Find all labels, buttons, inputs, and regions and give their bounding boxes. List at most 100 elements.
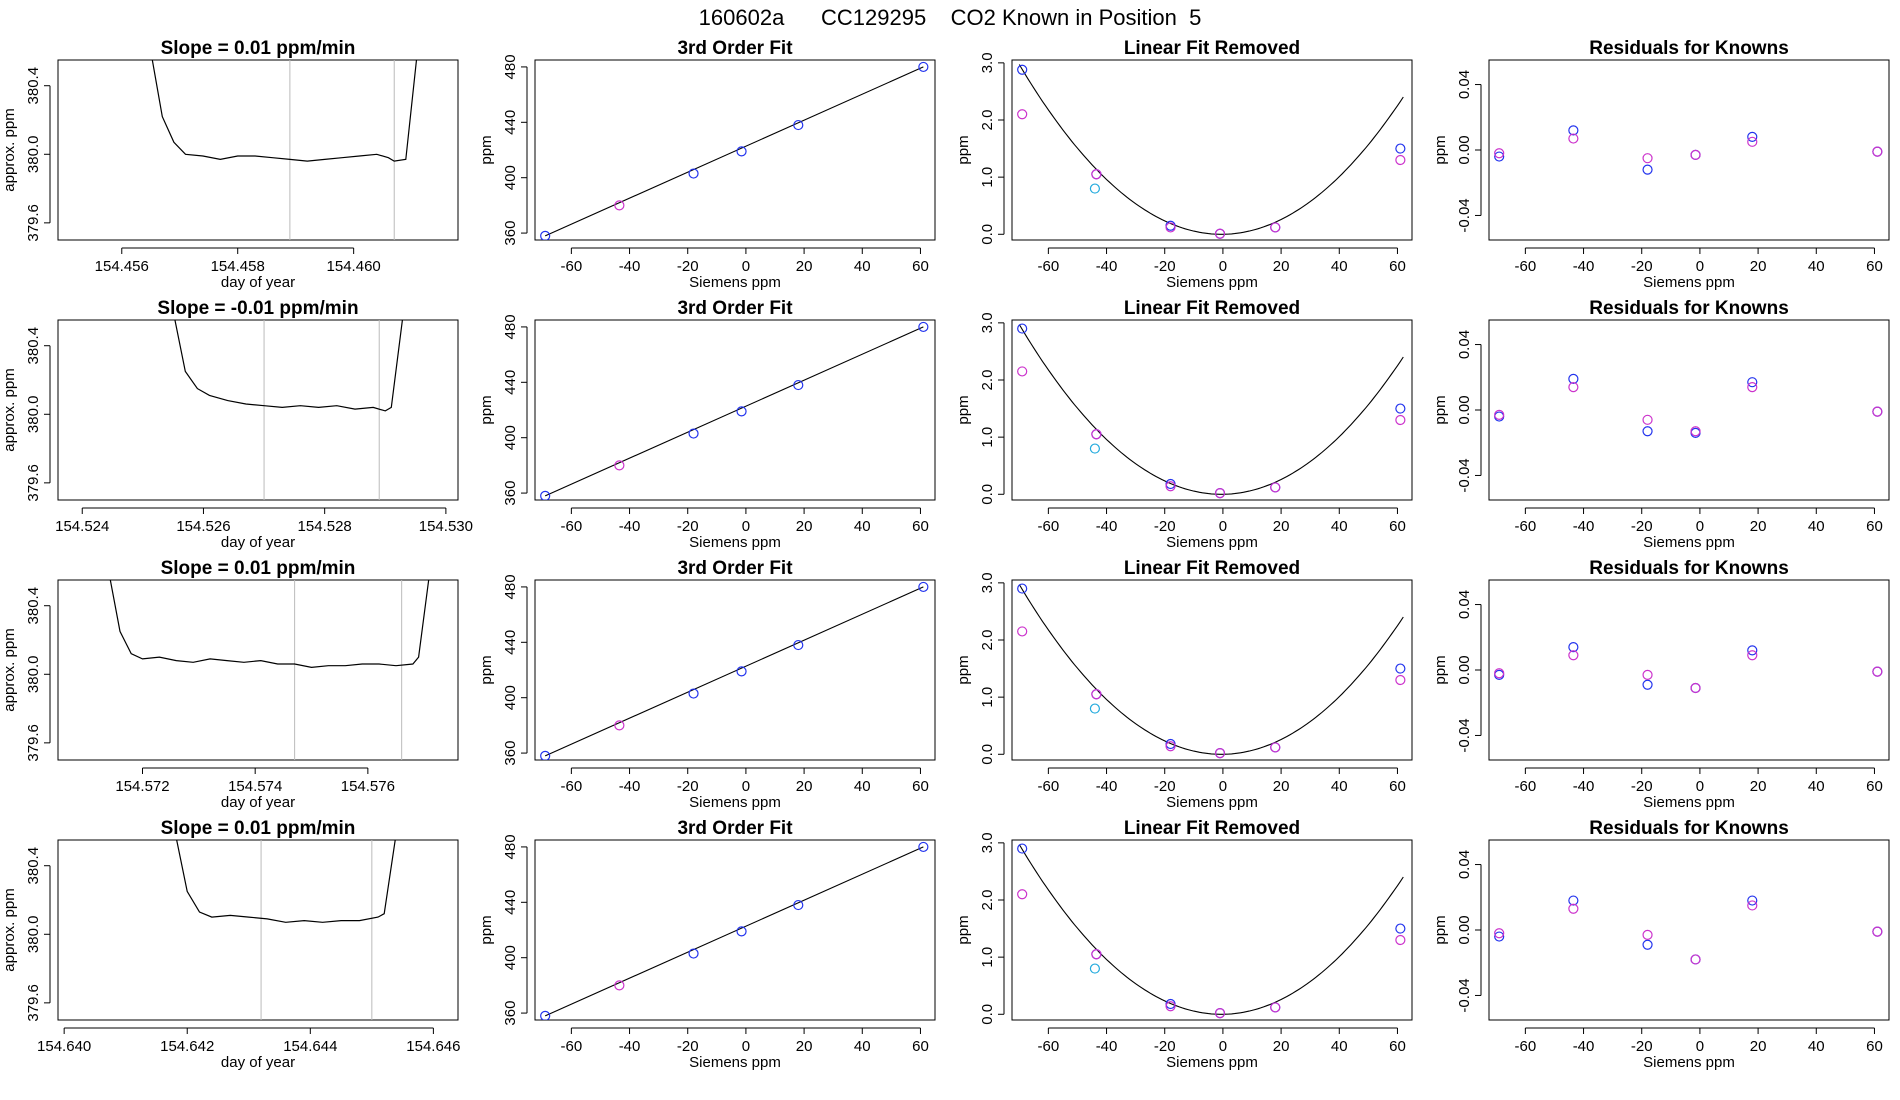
data-point (1395, 154, 1406, 166)
chart-title: Residuals for Knowns (1589, 298, 1789, 319)
data-point (614, 200, 625, 211)
fit-curve (1018, 64, 1404, 235)
chart-title: Slope = -0.01 ppm/min (157, 298, 358, 319)
data-point (1270, 222, 1281, 233)
data-point (1747, 645, 1758, 656)
chart-title: Linear Fit Removed (1124, 818, 1300, 839)
data-point (1747, 131, 1758, 143)
data-point (1568, 895, 1579, 906)
data-point (1642, 164, 1653, 175)
x-tick-label: 40 (1808, 258, 1825, 275)
x-tick-label: 60 (912, 258, 929, 275)
data-point (688, 428, 699, 439)
data-point (1747, 136, 1758, 147)
data-point (1395, 674, 1406, 686)
x-tick-label: 0 (742, 778, 750, 795)
data-point (1747, 895, 1758, 906)
x-tick-label: 154.576 (341, 778, 395, 795)
x-tick-label: 40 (854, 518, 871, 535)
chart-panel: 3rd Order Fit Siemens ppm ppm -60 -40 -20 0 20 4… (478, 818, 936, 1071)
y-tick-label: 2.0 (979, 890, 996, 911)
data-point (1494, 928, 1505, 939)
data-point (1091, 689, 1102, 700)
y-tick-label: 0.00 (1456, 915, 1473, 944)
plot-area (1494, 895, 1883, 965)
data-point (1017, 64, 1028, 75)
data-point (736, 146, 747, 157)
x-tick-label: 0 (1219, 1038, 1227, 1055)
chart-panel: Linear Fit Removed Siemens ppm ppm -60 -40 -2… (955, 298, 1413, 551)
x-tick-label: 154.640 (37, 1038, 91, 1055)
y-tick-label: 360 (502, 481, 519, 506)
y-tick-label: 380.4 (25, 587, 42, 625)
chart-title: 3rd Order Fit (677, 38, 793, 59)
y-tick-label: 0.04 (1456, 590, 1473, 619)
chart-title: Linear Fit Removed (1124, 558, 1300, 579)
x-tick-label: -40 (1573, 1038, 1595, 1055)
x-axis-label: Siemens ppm (1643, 274, 1735, 291)
fit-curve (1018, 324, 1404, 495)
x-tick-label: -60 (1515, 518, 1537, 535)
data-point (540, 230, 551, 240)
y-axis-label: ppm (1432, 395, 1449, 424)
chart-title: Linear Fit Removed (1124, 38, 1300, 59)
data-point (1568, 650, 1579, 661)
data-point (1494, 151, 1505, 162)
x-tick-label: -20 (1631, 1038, 1653, 1055)
x-tick-label: 40 (1808, 778, 1825, 795)
y-tick-label: 3.0 (979, 312, 996, 333)
x-tick-label: 154.646 (406, 1038, 460, 1055)
y-tick-label: 400 (502, 165, 519, 190)
x-tick-label: -60 (1038, 778, 1060, 795)
figure-title: 160602a CC129295 CO2 Known in Position 5 (699, 5, 1202, 30)
x-tick-label: 154.530 (419, 518, 473, 535)
x-tick-label: 20 (796, 778, 813, 795)
x-tick-label: -40 (619, 518, 641, 535)
x-tick-label: -20 (677, 258, 699, 275)
data-point (1089, 963, 1101, 974)
x-tick-label: 60 (1866, 778, 1883, 795)
plot-frame (1011, 839, 1413, 1021)
x-tick-label: 40 (1331, 778, 1348, 795)
data-point (1494, 409, 1505, 421)
data-point (614, 720, 625, 731)
data-point (1690, 426, 1701, 437)
x-tick-label: -60 (1515, 1038, 1537, 1055)
x-tick-label: -60 (561, 778, 583, 795)
x-tick-label: 0 (1696, 1038, 1704, 1055)
x-tick-label: 154.458 (211, 258, 265, 275)
x-tick-label: -60 (1038, 518, 1060, 535)
fit-line (544, 846, 924, 1017)
x-tick-label: -40 (1096, 778, 1118, 795)
y-tick-label: -0.04 (1456, 458, 1473, 492)
x-axis-label: Siemens ppm (689, 1054, 781, 1071)
x-tick-label: -20 (1154, 1038, 1176, 1055)
data-point (918, 841, 929, 853)
x-tick-label: 40 (854, 258, 871, 275)
plot-area (540, 581, 929, 760)
x-tick-label: 154.460 (327, 258, 381, 275)
x-tick-label: -20 (1154, 778, 1176, 795)
data-point (688, 168, 699, 179)
x-tick-label: 40 (854, 1038, 871, 1055)
data-point (1568, 373, 1579, 385)
plot-area (1017, 64, 1406, 239)
data-point (1642, 669, 1653, 681)
x-axis-label: Siemens ppm (1643, 794, 1735, 811)
y-axis-label: ppm (1432, 135, 1449, 164)
data-point (614, 980, 625, 991)
data-point (736, 666, 747, 677)
chart-panel: Residuals for Knowns Siemens ppm ppm -60 -40… (1432, 818, 1890, 1071)
y-tick-label: 360 (502, 741, 519, 766)
x-tick-label: -40 (1573, 258, 1595, 275)
y-tick-label: 380.0 (25, 916, 42, 954)
x-tick-label: -20 (677, 778, 699, 795)
x-tick-label: -20 (1154, 258, 1176, 275)
data-point (1747, 381, 1758, 393)
y-tick-label: 1.0 (979, 947, 996, 968)
chart-title: Residuals for Knowns (1589, 558, 1789, 579)
data-point (1270, 482, 1281, 493)
chart-panel: Residuals for Knowns Siemens ppm ppm -60 -40… (1432, 558, 1890, 811)
data-point (1214, 488, 1226, 499)
x-tick-label: 20 (1750, 258, 1767, 275)
